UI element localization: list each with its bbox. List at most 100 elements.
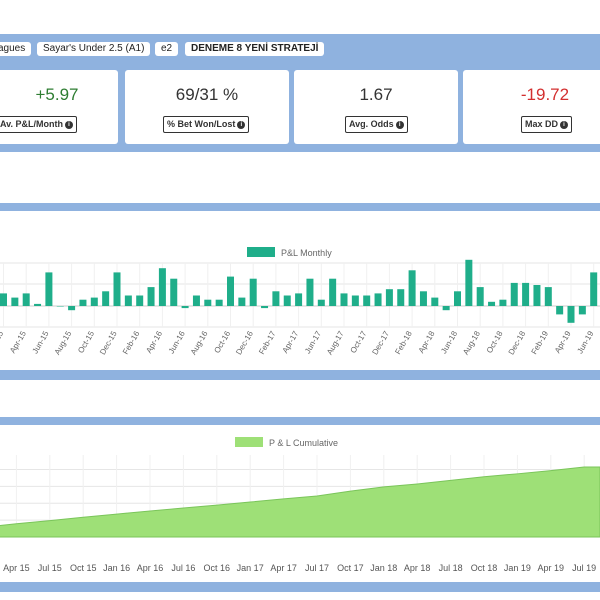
x-tick-label: Feb-15 <box>0 329 6 356</box>
filter-tags: agues Sayar's Under 2.5 (A1) e2 DENEME 8… <box>0 38 600 60</box>
monthly-bar <box>136 295 144 306</box>
x-tick-label: Oct-17 <box>349 329 369 355</box>
monthly-bar <box>238 297 246 306</box>
monthly-bar <box>272 291 280 306</box>
x-tick-label: Jun-16 <box>167 329 187 355</box>
x-tick-label: Jan 17 <box>237 563 264 573</box>
stat-value: 1.67 <box>359 85 393 104</box>
monthly-bar <box>283 295 291 306</box>
monthly-bar <box>181 306 189 309</box>
monthly-bar <box>578 306 586 315</box>
x-tick-label: Aug-18 <box>461 329 482 356</box>
monthly-bar <box>68 306 76 311</box>
x-tick-label: Jun-17 <box>303 329 323 355</box>
x-tick-label: Oct-16 <box>212 329 232 355</box>
x-tick-label: Apr-16 <box>144 329 164 355</box>
x-tick-label: Apr-15 <box>8 329 28 355</box>
monthly-bar <box>351 295 359 306</box>
bet-won-lost-label[interactable]: % Bet Won/Lost i <box>163 116 250 133</box>
monthly-bar <box>317 299 325 306</box>
x-tick-label: Oct 15 <box>70 563 97 573</box>
info-icon[interactable]: i <box>395 120 404 129</box>
stat-label-text: Av. P&L/Month <box>0 119 63 129</box>
monthly-bar <box>22 293 30 306</box>
monthly-bar <box>204 299 212 306</box>
x-tick-label: Oct 17 <box>337 563 364 573</box>
stat-label-text: % Bet Won/Lost <box>167 119 236 129</box>
x-tick-label: Dec-18 <box>507 329 528 356</box>
x-tick-label: Feb-19 <box>530 329 551 356</box>
filter-tag-leagues[interactable]: agues <box>0 42 32 56</box>
avg-odds-label[interactable]: Avg. Odds i <box>345 116 408 133</box>
monthly-bar <box>465 259 473 306</box>
max-dd-label[interactable]: Max DD i <box>521 116 573 133</box>
x-tick-label: Apr 16 <box>137 563 164 573</box>
monthly-bar <box>544 287 552 306</box>
stat-card-max-dd: -19.72 Max DD i <box>463 70 600 144</box>
monthly-bar <box>397 289 405 306</box>
x-tick-label: Aug-17 <box>325 329 346 356</box>
monthly-bar <box>192 295 200 306</box>
filter-tag-e2[interactable]: e2 <box>155 42 179 56</box>
x-tick-label: Jul 15 <box>38 563 62 573</box>
x-tick-label: Apr 18 <box>404 563 431 573</box>
monthly-bar <box>124 295 132 306</box>
legend-label: P&L Monthly <box>281 248 332 258</box>
stat-label-text: Max DD <box>525 119 559 129</box>
x-tick-label: Jul 16 <box>171 563 195 573</box>
x-tick-label: Apr-17 <box>281 329 301 355</box>
monthly-bar <box>385 289 393 306</box>
stat-value: +5.97 <box>35 85 79 104</box>
monthly-bar <box>295 293 303 306</box>
monthly-bar <box>454 291 461 306</box>
monthly-chart-panel: P&L Monthly Feb-15 Apr-15 Jun-15 Aug-15 Oct-1… <box>0 211 600 370</box>
x-tick-label: Apr-18 <box>417 329 437 355</box>
monthly-bar <box>306 278 314 306</box>
monthly-bar <box>79 299 87 306</box>
monthly-bar <box>431 297 439 306</box>
x-tick-label: Dec-16 <box>234 329 255 356</box>
x-tick-label: Dec-17 <box>370 329 391 356</box>
x-tick-label: Jul 19 <box>572 563 596 573</box>
monthly-bar <box>11 297 19 306</box>
x-tick-label: Jan 19 <box>504 563 531 573</box>
stat-card-avg-odds: 1.67 Avg. Odds i <box>294 70 458 144</box>
monthly-bar <box>215 299 223 306</box>
monthly-bar <box>0 293 7 306</box>
monthly-bar <box>340 293 348 306</box>
x-tick-label: Oct-18 <box>485 329 505 355</box>
monthly-bar <box>170 278 178 306</box>
avg-pl-month-label[interactable]: Av. P&L/Month i <box>0 116 77 133</box>
x-tick-label: Jun-19 <box>575 329 595 355</box>
info-icon[interactable]: i <box>65 120 73 129</box>
x-tick-label: Aug-16 <box>189 329 210 356</box>
stat-card-avg-pl: +5.97 Av. P&L/Month i <box>0 70 118 144</box>
monthly-bar <box>419 291 427 306</box>
x-tick-label: Apr 15 <box>3 563 30 573</box>
monthly-bar <box>499 299 507 306</box>
cumulative-area <box>0 466 600 538</box>
monthly-bar <box>158 268 166 306</box>
monthly-bar <box>590 272 598 306</box>
x-tick-label: Feb-16 <box>121 329 142 356</box>
monthly-bar <box>45 272 53 306</box>
x-tick-label: Jun-15 <box>31 329 51 355</box>
x-tick-label: Feb-18 <box>393 329 414 356</box>
monthly-bar <box>261 306 269 309</box>
filter-tag-strategy[interactable]: Sayar's Under 2.5 (A1) <box>37 42 151 56</box>
monthly-bar <box>56 306 64 307</box>
monthly-bar <box>113 272 121 306</box>
monthly-bar <box>556 306 564 315</box>
stat-card-bet-won-lost: 69/31 % % Bet Won/Lost i <box>125 70 289 144</box>
filter-tag-deneme[interactable]: DENEME 8 YENİ STRATEJİ <box>185 42 325 56</box>
x-tick-label: Oct 16 <box>204 563 231 573</box>
x-tick-label: Apr 17 <box>270 563 297 573</box>
x-tick-label: Apr 19 <box>538 563 565 573</box>
info-icon[interactable]: i <box>560 120 569 129</box>
monthly-bar <box>147 287 155 306</box>
monthly-bar <box>249 278 257 306</box>
x-tick-label: Oct 18 <box>471 563 498 573</box>
info-icon[interactable]: i <box>237 120 246 129</box>
